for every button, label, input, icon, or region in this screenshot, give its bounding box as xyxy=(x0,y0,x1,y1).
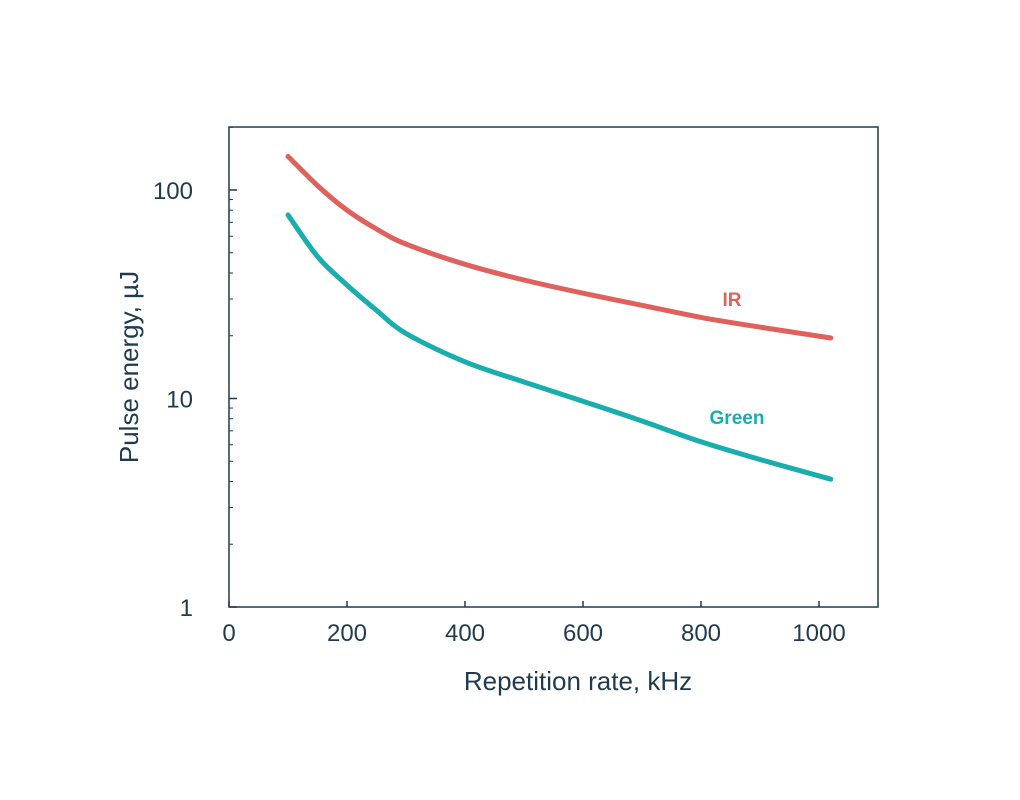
y-minor-ticks xyxy=(229,126,233,545)
x-tick-label: 0 xyxy=(222,620,235,647)
x-tick-label: 800 xyxy=(681,620,721,647)
x-tick-label: 1000 xyxy=(792,620,845,647)
plot-area-frame xyxy=(228,126,879,608)
y-axis-ticks: 1 10 100 xyxy=(153,178,237,622)
y-tick-label: 10 xyxy=(166,387,193,414)
series-line-ir xyxy=(285,153,834,341)
x-axis-ticks: 0 200 400 600 800 1000 xyxy=(222,601,846,647)
y-axis-title: Pulse energy, µJ xyxy=(114,271,144,463)
y-tick-label: 1 xyxy=(180,595,193,622)
series-lines: IR Green xyxy=(285,153,834,482)
x-axis-title: Repetition rate, kHz xyxy=(464,666,692,696)
series-label-ir: IR xyxy=(723,290,742,311)
x-tick-label: 200 xyxy=(327,620,367,647)
series-line-green xyxy=(285,212,834,482)
x-tick-label: 400 xyxy=(445,620,485,647)
x-tick-label: 600 xyxy=(563,620,603,647)
y-tick-label: 100 xyxy=(153,178,193,205)
series-label-green: Green xyxy=(710,408,765,429)
